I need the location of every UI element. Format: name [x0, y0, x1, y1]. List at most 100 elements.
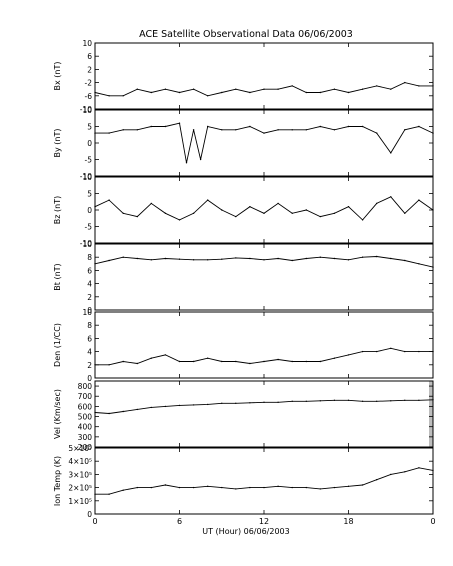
- data-point: [305, 400, 307, 402]
- data-point: [319, 360, 321, 363]
- data-point: [347, 91, 350, 94]
- data-point: [199, 158, 202, 161]
- data-point: [136, 408, 138, 411]
- data-point: [249, 257, 251, 260]
- data-point: [108, 95, 110, 97]
- data-point: [418, 125, 420, 128]
- data-point: [185, 162, 188, 164]
- data-point: [432, 266, 434, 268]
- data-point: [305, 360, 307, 363]
- data-point: [376, 400, 378, 402]
- y-tick-label: -10: [80, 239, 92, 248]
- y-axis-label: Ion Temp (K): [53, 456, 62, 506]
- y-tick-label: -10: [80, 172, 92, 181]
- data-point: [404, 471, 406, 473]
- data-point: [122, 410, 124, 413]
- data-point: [122, 256, 124, 258]
- x-tick-label: 18: [343, 517, 353, 526]
- data-point: [207, 403, 209, 406]
- data-point: [122, 212, 124, 214]
- data-point: [249, 125, 251, 128]
- panel-bz: 10 5 0 -5 -10 Bz (nT): [53, 173, 434, 248]
- data-point: [333, 357, 336, 359]
- y-tick-label: 10: [82, 106, 92, 115]
- y-axis-label: By (nT): [53, 129, 62, 158]
- y-tick-label: 1×10⁵: [68, 497, 92, 506]
- data-point: [221, 402, 223, 404]
- data-point: [361, 125, 364, 128]
- data-point: [192, 360, 195, 363]
- data-point: [291, 259, 293, 262]
- data-point: [136, 88, 138, 90]
- y-tick-label: 4: [87, 280, 92, 289]
- data-point: [207, 199, 209, 201]
- data-point: [376, 85, 378, 87]
- data-point: [305, 257, 307, 260]
- data-point: [390, 257, 392, 260]
- y-tick-label: 0: [87, 306, 92, 315]
- data-point: [376, 479, 378, 481]
- y-tick-label: 200: [78, 443, 93, 452]
- x-axis-label: UT (Hour) 06/06/2003: [202, 527, 289, 536]
- y-tick-label: 300: [78, 433, 93, 442]
- y-tick-label: 800: [78, 382, 93, 391]
- data-point: [192, 129, 195, 131]
- data-point: [150, 91, 152, 94]
- data-point: [164, 484, 167, 486]
- data-point: [150, 202, 152, 205]
- y-axis-label: Vel (Km/sec): [53, 389, 62, 439]
- data-point: [361, 256, 364, 258]
- y-tick-label: 8: [87, 253, 92, 262]
- data-point: [94, 91, 96, 94]
- data-point: [432, 350, 434, 353]
- data-point: [277, 485, 279, 487]
- data-point: [277, 401, 279, 403]
- data-point: [390, 400, 392, 402]
- panel-stack: 10 6 2 -2 -6 -10 Bx (nT) 10 5 0 -5 -10 By (nT) 10 5 0 -5…: [53, 39, 436, 526]
- data-point: [404, 129, 406, 131]
- y-tick-label: 10: [82, 39, 92, 48]
- data-point: [277, 129, 279, 131]
- data-point: [108, 199, 110, 201]
- data-point: [333, 129, 336, 131]
- data-point: [235, 215, 237, 218]
- x-tick-label: 0: [92, 517, 97, 526]
- data-point: [361, 88, 364, 90]
- data-point: [319, 400, 321, 402]
- y-tick-label: 5: [87, 190, 92, 199]
- data-point: [192, 404, 195, 406]
- data-point: [235, 88, 237, 90]
- y-axis-label: Bx (nT): [53, 62, 62, 91]
- panel-bt: 10 8 6 4 2 0 Bt (nT): [53, 240, 434, 315]
- data-point: [164, 405, 167, 408]
- data-point: [108, 493, 110, 495]
- data-point: [277, 202, 279, 205]
- data-point: [333, 88, 336, 90]
- data-point: [347, 354, 350, 356]
- y-tick-label: 5: [87, 123, 92, 132]
- data-point: [291, 486, 293, 489]
- data-point: [235, 360, 237, 363]
- data-point: [150, 125, 152, 128]
- data-point: [164, 354, 167, 356]
- data-point: [207, 125, 209, 128]
- data-point: [404, 259, 406, 262]
- data-point: [178, 404, 181, 407]
- data-point: [94, 411, 96, 414]
- data-point: [122, 489, 124, 491]
- data-point: [376, 132, 378, 134]
- data-point: [164, 125, 167, 128]
- data-point: [192, 88, 195, 90]
- data-point: [235, 402, 237, 404]
- data-point: [404, 212, 406, 214]
- y-tick-label: 10: [82, 173, 92, 182]
- data-point: [178, 486, 181, 489]
- data-point: [221, 209, 223, 211]
- y-tick-label: -6: [85, 92, 93, 101]
- panel-by: 10 5 0 -5 -10 By (nT): [53, 106, 434, 181]
- data-point: [94, 364, 96, 366]
- data-point: [333, 257, 336, 260]
- data-point: [418, 199, 420, 201]
- y-tick-label: -2: [85, 79, 93, 88]
